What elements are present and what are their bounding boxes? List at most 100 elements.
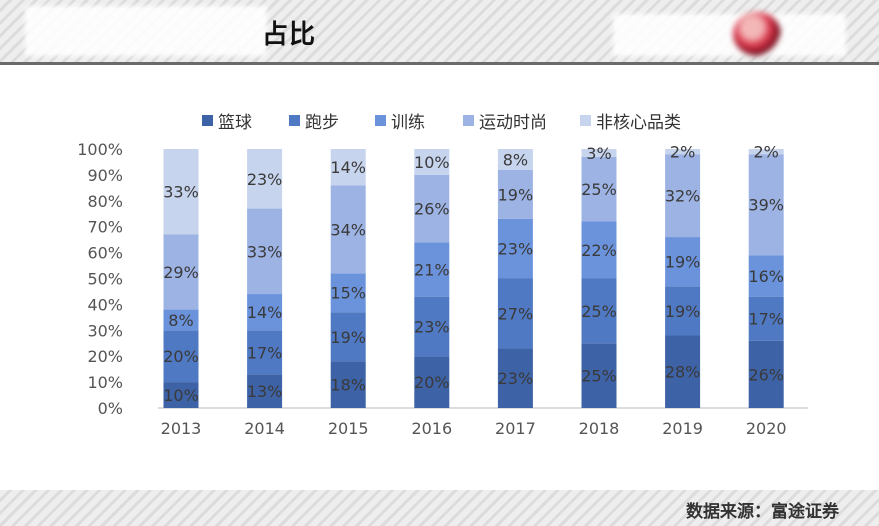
y-tick-label: 50% <box>87 270 123 289</box>
legend-label: 篮球 <box>218 112 252 133</box>
data-label: 14% <box>247 303 283 322</box>
legend-item: 运动时尚 <box>463 108 547 133</box>
bar-segment <box>163 149 199 235</box>
legend-item: 跑步 <box>289 108 339 133</box>
y-tick-label: 70% <box>87 218 123 237</box>
stacked-bar-chart: 0% 10% 20% 30% 40% 50% 60% 70% 80% 90% 100% 10% 20% 8… <box>77 140 808 438</box>
legend-swatch <box>463 114 474 126</box>
data-label: 10% <box>163 386 199 405</box>
bar-segment <box>497 218 533 279</box>
data-label: 19% <box>665 253 701 272</box>
bar-segment <box>414 174 450 243</box>
bar-segment <box>163 382 199 408</box>
x-tick-label: 2020 <box>746 419 787 438</box>
bar-segment <box>665 237 701 287</box>
bar-segment <box>163 234 199 310</box>
legend-swatch <box>375 114 386 126</box>
data-label: 17% <box>247 343 283 362</box>
x-tick-label: 2019 <box>662 419 703 438</box>
data-label: 8% <box>503 150 528 169</box>
bar-segment <box>330 361 366 408</box>
y-tick-label: 60% <box>87 244 123 263</box>
data-label: 18% <box>330 376 366 395</box>
bar-segment <box>665 149 701 155</box>
data-label: 2% <box>754 143 779 162</box>
data-label: 19% <box>498 185 534 204</box>
chart-legend: 篮球 跑步 训练 运动时尚 非核心品类 <box>0 108 879 133</box>
bar-segment <box>665 335 701 408</box>
data-label: 3% <box>586 144 611 163</box>
bar-segment <box>581 149 617 157</box>
data-source: 数据来源：富途证券 <box>686 502 839 522</box>
header-blur-right <box>613 14 846 56</box>
data-label: 25% <box>581 367 617 386</box>
x-tick-label: 2017 <box>495 419 536 438</box>
legend-label: 运动时尚 <box>479 112 547 133</box>
bar-segment <box>330 149 366 186</box>
legend-item: 非核心品类 <box>580 108 681 133</box>
y-tick-label: 40% <box>87 295 123 314</box>
bar-segment <box>247 149 283 209</box>
data-label: 28% <box>665 363 701 382</box>
header-divider <box>0 62 879 65</box>
data-label: 32% <box>665 187 701 206</box>
header-blur-left <box>25 6 267 56</box>
data-label: 39% <box>748 196 784 215</box>
data-label: 16% <box>748 267 784 286</box>
data-label: 20% <box>414 373 450 392</box>
legend-item: 训练 <box>375 108 425 133</box>
data-label: 34% <box>330 220 366 239</box>
data-label: 23% <box>414 317 450 336</box>
data-label: 25% <box>581 302 617 321</box>
x-tick-label: 2015 <box>328 419 369 438</box>
legend-label: 跑步 <box>305 112 339 133</box>
bar-segment <box>748 296 784 341</box>
y-tick-label: 20% <box>87 347 123 366</box>
y-tick-label: 30% <box>87 321 123 340</box>
data-label: 23% <box>498 240 534 259</box>
y-tick-label: 10% <box>87 373 123 392</box>
bar-segment <box>581 278 617 344</box>
data-label: 27% <box>498 304 534 323</box>
bar-segment <box>247 208 283 295</box>
page-title: 占比 <box>262 20 317 50</box>
bar-segment <box>163 330 199 383</box>
bar-segment <box>497 278 533 349</box>
x-tick-label: 2016 <box>411 419 452 438</box>
y-tick-label: 80% <box>87 192 123 211</box>
data-label: 2% <box>670 143 695 162</box>
bar-segment <box>497 348 533 408</box>
legend-swatch <box>580 114 591 126</box>
bar-segment <box>748 255 784 297</box>
bar-segment <box>247 374 283 408</box>
data-label: 14% <box>330 158 366 177</box>
data-label: 10% <box>414 153 450 172</box>
bar-segment <box>581 343 617 408</box>
bar-segment <box>581 156 617 222</box>
bar-segment <box>330 273 366 313</box>
data-label: 29% <box>163 263 199 282</box>
data-label: 21% <box>414 260 450 279</box>
bar-segment <box>414 242 450 297</box>
legend-label: 非核心品类 <box>596 112 681 133</box>
bar-segment <box>163 309 199 331</box>
bar-segment <box>748 340 784 408</box>
data-label: 13% <box>247 382 283 401</box>
bar-segment <box>414 149 450 175</box>
bar-segment <box>748 149 784 155</box>
data-label: 19% <box>665 302 701 321</box>
data-label: 15% <box>330 284 366 303</box>
data-label: 23% <box>247 170 283 189</box>
y-tick-label: 0% <box>98 399 123 418</box>
bar-segment <box>665 286 701 336</box>
x-tick-label: 2014 <box>244 419 285 438</box>
data-label: 22% <box>581 241 617 260</box>
bar-segment <box>247 294 283 331</box>
data-label: 19% <box>330 328 366 347</box>
logo-icon <box>733 12 781 56</box>
footer-band <box>0 490 879 526</box>
bar-segment <box>497 169 533 219</box>
legend-swatch <box>202 114 213 126</box>
data-label: 33% <box>163 183 199 202</box>
